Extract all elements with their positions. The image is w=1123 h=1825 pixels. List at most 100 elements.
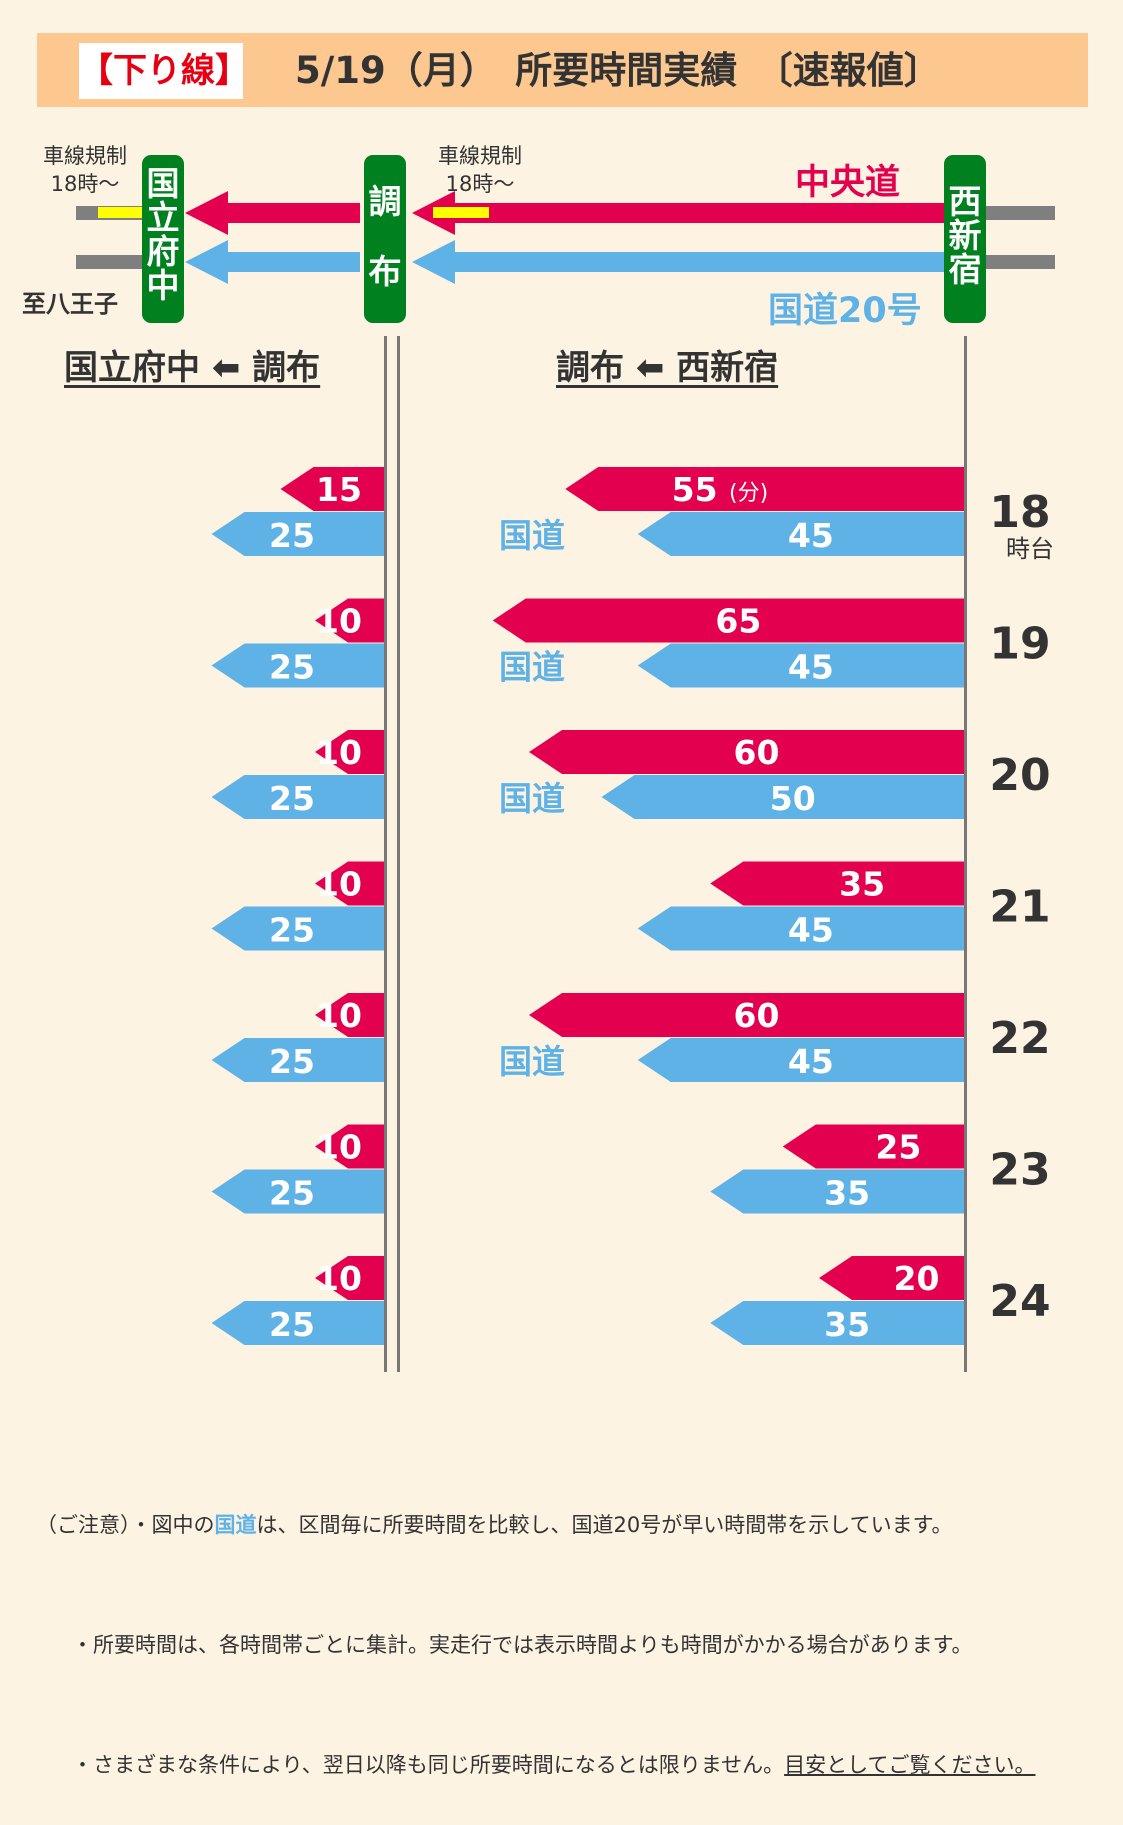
road-stub-left-bottom <box>76 255 148 269</box>
restriction-note-right: 車線規制 18時～ <box>425 142 535 198</box>
station-char: 西 <box>948 182 982 221</box>
right-chuo-bar <box>492 598 964 643</box>
right-chuo-value: 60 <box>734 996 780 1035</box>
restriction-marker-right <box>433 207 489 218</box>
left-chuo-bar <box>280 467 384 511</box>
left-route20-value: 25 <box>269 1042 315 1081</box>
footer-text: （ご注意）・図中の <box>36 1513 215 1537</box>
left-route20-bar <box>211 1169 384 1214</box>
route20-arrow-west <box>185 240 360 284</box>
footer-notes: （ご注意）・図中の国道は、区間毎に所要時間を比較し、国道20号が早い時間帯を示し… <box>36 1425 1096 1825</box>
footer-line-1: （ご注意）・図中の国道は、区間毎に所要時間を比較し、国道20号が早い時間帯を示し… <box>36 1505 1096 1545</box>
hour-label: 21 <box>989 882 1050 933</box>
right-route20-value: 45 <box>788 648 834 687</box>
unit-label: (分) <box>729 481 768 506</box>
right-route20-bar <box>637 906 964 951</box>
station-nishi-shinjuku: 西 新 宿 <box>944 155 986 323</box>
right-chuo-value: 25 <box>875 1128 921 1167</box>
right-chuo-value: 55 <box>672 470 718 509</box>
header-banner: 【下り線】 5/19（月） 所要時間実績 〔速報値〕 <box>37 33 1088 107</box>
left-route20-value: 25 <box>269 516 315 555</box>
right-chuo-value: 20 <box>894 1259 940 1298</box>
restriction-note-line: 車線規制 <box>43 144 127 168</box>
restriction-note-line: 18時～ <box>445 172 515 196</box>
right-chuo-value: 60 <box>734 733 780 772</box>
hour-label: 19 <box>989 619 1050 670</box>
right-chuo-bar <box>529 730 964 774</box>
left-chuo-bar <box>315 1256 384 1300</box>
left-route20-value: 25 <box>269 1174 315 1213</box>
station-chofu: 調 布 <box>364 155 406 323</box>
right-route20-bar <box>637 1038 964 1082</box>
left-chuo-bar <box>315 598 384 643</box>
left-route20-value: 25 <box>269 648 315 687</box>
footer-kokudo-highlight: 国道 <box>214 1513 257 1537</box>
hour-label: 24 <box>989 1276 1050 1327</box>
restriction-note-line: 車線規制 <box>438 144 522 168</box>
right-route20-bar <box>637 512 964 556</box>
hour-suffix-label: 時台 <box>1006 535 1054 563</box>
station-char: 中 <box>146 266 180 305</box>
right-chuo-bar <box>782 1124 964 1169</box>
right-chuo-value: 35 <box>839 865 885 904</box>
station-char: 新 <box>948 216 982 255</box>
chofu-axis-line-a <box>384 336 387 1372</box>
left-chuo-value: 10 <box>316 602 362 641</box>
left-route20-value: 25 <box>269 779 315 818</box>
station-char: 立 <box>146 198 180 237</box>
left-route20-bar <box>211 1301 384 1345</box>
restriction-note-left: 車線規制 18時～ <box>30 142 140 198</box>
restriction-marker-left <box>98 207 142 218</box>
right-route20-bar <box>601 775 964 819</box>
station-char: 国 <box>146 164 180 203</box>
hour-label: 22 <box>989 1013 1050 1064</box>
route20-arrow-east <box>412 240 946 284</box>
section-title-right: 調布 ⬅ 西新宿 <box>556 348 779 388</box>
route20-road-label: 国道20号 <box>768 291 922 331</box>
left-chuo-value: 10 <box>316 733 362 772</box>
footer-text: ・さまざまな条件により、翌日以降も同じ所要時間になるとは限りません。 <box>72 1753 785 1777</box>
right-chuo-bar <box>565 467 964 511</box>
hour-label: 23 <box>989 1145 1050 1196</box>
hour-label: 18 <box>989 487 1050 538</box>
left-chuo-value: 10 <box>316 996 362 1035</box>
chuo-road-label: 中央道 <box>795 163 901 203</box>
footer-text: は、区間毎に所要時間を比較し、国道20号が早い時間帯を示しています。 <box>256 1513 953 1537</box>
kokudo-faster-label: 国道 <box>499 648 565 687</box>
station-char: 布 <box>368 252 402 291</box>
footer-line-2: ・所要時間は、各時間帯ごとに集計。実走行では表示時間よりも時間がかかる場合があり… <box>72 1633 973 1657</box>
right-route20-value: 45 <box>788 516 834 555</box>
right-route20-bar <box>710 1169 964 1214</box>
right-chuo-bar <box>710 861 964 906</box>
left-chuo-value: 10 <box>316 865 362 904</box>
right-route20-value: 50 <box>770 779 816 818</box>
right-chuo-bar <box>529 993 964 1037</box>
right-chuo-bar <box>819 1256 964 1300</box>
left-route20-value: 25 <box>269 911 315 950</box>
left-chuo-value: 10 <box>316 1259 362 1298</box>
restriction-note-line: 18時～ <box>50 172 120 196</box>
road-stub-right-top <box>985 206 1055 220</box>
section-title-left: 国立府中 ⬅ 調布 <box>64 348 321 388</box>
chuo-arrow-east <box>412 191 946 235</box>
station-kunitachi-fuchu: 国 立 府 中 <box>142 155 184 323</box>
left-chuo-bar <box>315 861 384 906</box>
station-char: 調 <box>368 182 402 221</box>
left-route20-value: 25 <box>269 1305 315 1344</box>
left-chuo-bar <box>315 730 384 774</box>
chofu-axis-line-b <box>397 336 400 1372</box>
right-route20-value: 45 <box>788 1042 834 1081</box>
left-chuo-value: 15 <box>316 470 362 509</box>
page-title: 5/19（月） 所要時間実績 〔速報値〕 <box>295 49 941 92</box>
kokudo-faster-label: 国道 <box>499 1042 565 1081</box>
right-chuo-value: 65 <box>715 602 761 641</box>
kokudo-faster-label: 国道 <box>499 516 565 555</box>
road-stub-right-bottom <box>985 255 1055 269</box>
left-chuo-bar <box>315 993 384 1037</box>
right-route20-value: 35 <box>824 1305 870 1344</box>
station-char: 宿 <box>948 250 982 289</box>
right-route20-value: 45 <box>788 911 834 950</box>
left-route20-bar <box>211 775 384 819</box>
footer-underlined-text: 目安としてご覧ください。 <box>784 1753 1036 1777</box>
